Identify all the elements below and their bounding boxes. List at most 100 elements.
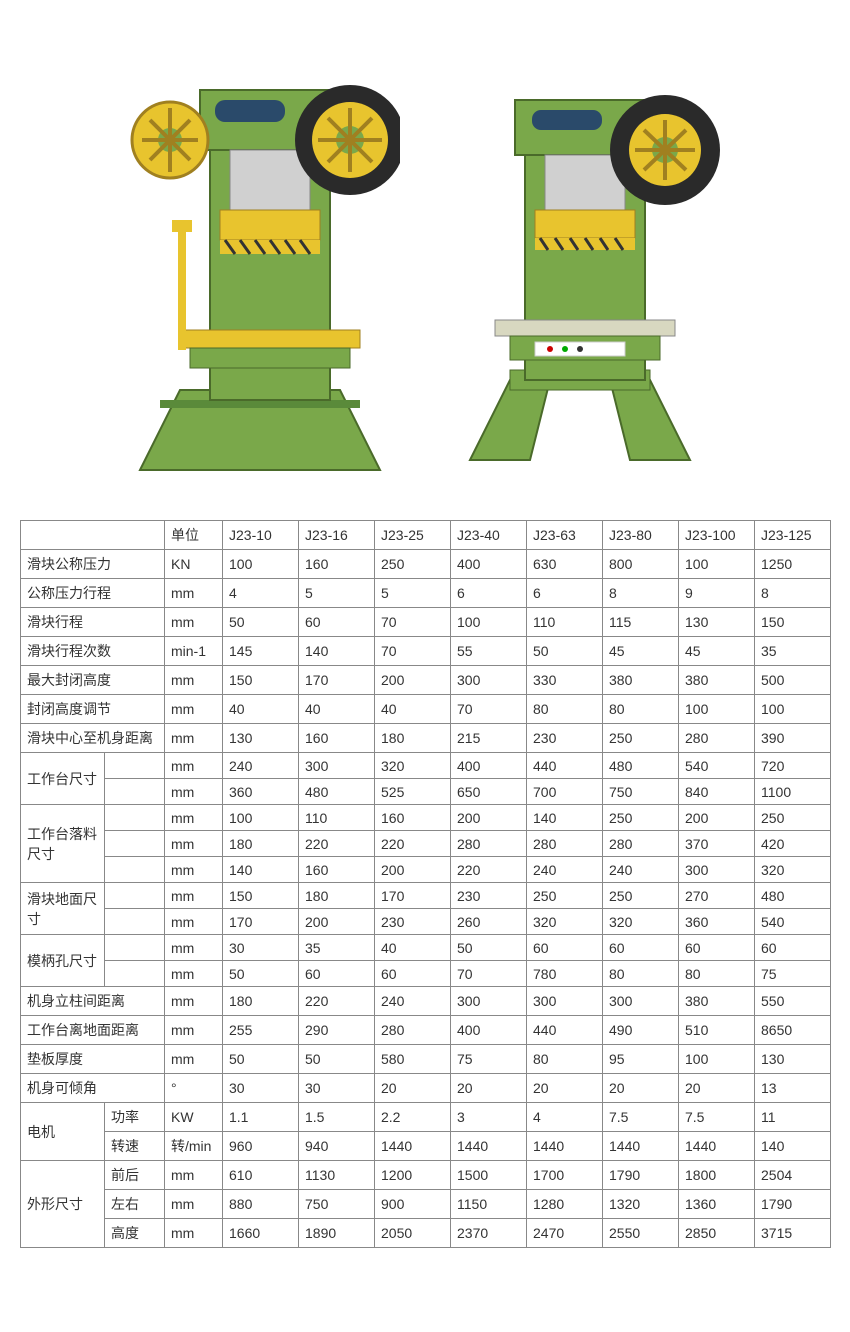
- row-sublabel: [105, 805, 165, 831]
- value-cell: 45: [679, 637, 755, 666]
- value-cell: 300: [451, 666, 527, 695]
- specifications-table: 单位J23-10J23-16J23-25J23-40J23-63J23-80J2…: [20, 520, 831, 1248]
- row-label: 封闭高度调节: [21, 695, 165, 724]
- value-cell: 650: [451, 779, 527, 805]
- value-cell: 180: [223, 831, 299, 857]
- row-sublabel: [105, 883, 165, 909]
- unit-cell: mm: [165, 987, 223, 1016]
- value-cell: 130: [755, 1045, 831, 1074]
- value-cell: 8: [755, 579, 831, 608]
- value-cell: 510: [679, 1016, 755, 1045]
- unit-cell: KW: [165, 1103, 223, 1132]
- table-row: 滑块行程次数min-1145140705550454535: [21, 637, 831, 666]
- value-cell: 525: [375, 779, 451, 805]
- value-cell: 100: [451, 608, 527, 637]
- value-cell: 610: [223, 1161, 299, 1190]
- value-cell: 20: [527, 1074, 603, 1103]
- value-cell: 2504: [755, 1161, 831, 1190]
- value-cell: 160: [299, 857, 375, 883]
- value-cell: 300: [679, 857, 755, 883]
- value-cell: 330: [527, 666, 603, 695]
- value-cell: 1130: [299, 1161, 375, 1190]
- unit-cell: mm: [165, 1016, 223, 1045]
- value-cell: 270: [679, 883, 755, 909]
- table-row: 最大封闭高度mm150170200300330380380500: [21, 666, 831, 695]
- table-row: 左右mm88075090011501280132013601790: [21, 1190, 831, 1219]
- value-cell: 250: [527, 883, 603, 909]
- value-cell: 1360: [679, 1190, 755, 1219]
- value-cell: 360: [679, 909, 755, 935]
- value-cell: 490: [603, 1016, 679, 1045]
- value-cell: 250: [603, 805, 679, 831]
- unit-cell: 转/min: [165, 1132, 223, 1161]
- value-cell: 230: [375, 909, 451, 935]
- value-cell: 80: [679, 961, 755, 987]
- value-cell: 100: [679, 550, 755, 579]
- model-header: J23-16: [299, 521, 375, 550]
- unit-header: 单位: [165, 521, 223, 550]
- value-cell: 320: [527, 909, 603, 935]
- value-cell: 260: [451, 909, 527, 935]
- value-cell: 440: [527, 1016, 603, 1045]
- value-cell: 2470: [527, 1219, 603, 1248]
- unit-cell: mm: [165, 857, 223, 883]
- value-cell: 255: [223, 1016, 299, 1045]
- value-cell: 50: [223, 608, 299, 637]
- value-cell: 6: [527, 579, 603, 608]
- row-label: 机身可倾角: [21, 1074, 165, 1103]
- model-header: J23-80: [603, 521, 679, 550]
- product-image-area: [0, 0, 850, 500]
- value-cell: 580: [375, 1045, 451, 1074]
- value-cell: 150: [755, 608, 831, 637]
- row-sublabel: [105, 779, 165, 805]
- value-cell: 170: [299, 666, 375, 695]
- value-cell: 300: [299, 753, 375, 779]
- value-cell: 70: [375, 637, 451, 666]
- value-cell: 480: [299, 779, 375, 805]
- value-cell: 110: [527, 608, 603, 637]
- table-row: 工作台落料尺寸mm100110160200140250200250: [21, 805, 831, 831]
- row-sublabel: 左右: [105, 1190, 165, 1219]
- value-cell: 70: [451, 695, 527, 724]
- value-cell: 220: [299, 987, 375, 1016]
- value-cell: 80: [603, 961, 679, 987]
- value-cell: 8: [603, 579, 679, 608]
- value-cell: 1440: [375, 1132, 451, 1161]
- value-cell: 35: [755, 637, 831, 666]
- value-cell: 940: [299, 1132, 375, 1161]
- row-label: 模柄孔尺寸: [21, 935, 105, 987]
- table-row: 封闭高度调节mm404040708080100100: [21, 695, 831, 724]
- row-label: 工作台尺寸: [21, 753, 105, 805]
- model-header: J23-25: [375, 521, 451, 550]
- value-cell: 95: [603, 1045, 679, 1074]
- value-cell: 200: [679, 805, 755, 831]
- value-cell: 220: [451, 857, 527, 883]
- table-row: 公称压力行程mm45566898: [21, 579, 831, 608]
- value-cell: 280: [451, 831, 527, 857]
- value-cell: 215: [451, 724, 527, 753]
- value-cell: 800: [603, 550, 679, 579]
- value-cell: 35: [299, 935, 375, 961]
- value-cell: 420: [755, 831, 831, 857]
- table-row: 机身可倾角°3030202020202013: [21, 1074, 831, 1103]
- value-cell: 80: [527, 695, 603, 724]
- value-cell: 220: [375, 831, 451, 857]
- value-cell: 630: [527, 550, 603, 579]
- value-cell: 1660: [223, 1219, 299, 1248]
- row-sublabel: 前后: [105, 1161, 165, 1190]
- unit-cell: mm: [165, 608, 223, 637]
- row-label: 最大封闭高度: [21, 666, 165, 695]
- table-row: 外形尺寸前后mm6101130120015001700179018002504: [21, 1161, 831, 1190]
- value-cell: 60: [375, 961, 451, 987]
- value-cell: 60: [603, 935, 679, 961]
- value-cell: 3: [451, 1103, 527, 1132]
- value-cell: 140: [527, 805, 603, 831]
- value-cell: 1440: [527, 1132, 603, 1161]
- row-label: 滑块行程次数: [21, 637, 165, 666]
- value-cell: 1700: [527, 1161, 603, 1190]
- value-cell: 200: [375, 666, 451, 695]
- value-cell: 5: [299, 579, 375, 608]
- value-cell: 160: [375, 805, 451, 831]
- unit-cell: mm: [165, 1161, 223, 1190]
- value-cell: 115: [603, 608, 679, 637]
